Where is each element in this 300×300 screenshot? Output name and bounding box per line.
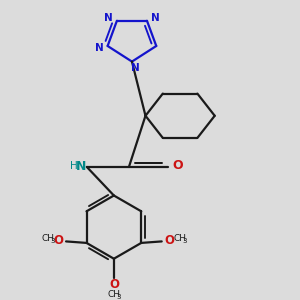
Text: O: O <box>164 234 174 247</box>
Text: O: O <box>54 234 64 247</box>
Text: N: N <box>151 13 160 23</box>
Text: O: O <box>109 278 119 291</box>
Text: 3: 3 <box>117 294 121 300</box>
Text: N: N <box>95 44 103 53</box>
Text: H: H <box>70 161 78 171</box>
Text: N: N <box>76 160 87 172</box>
Text: CH: CH <box>173 234 186 243</box>
Text: 3: 3 <box>51 238 56 244</box>
Text: CH: CH <box>107 290 120 299</box>
Text: O: O <box>172 159 183 172</box>
Text: N: N <box>104 13 113 23</box>
Text: N: N <box>130 63 139 73</box>
Text: 3: 3 <box>183 238 187 244</box>
Text: CH: CH <box>41 234 55 243</box>
